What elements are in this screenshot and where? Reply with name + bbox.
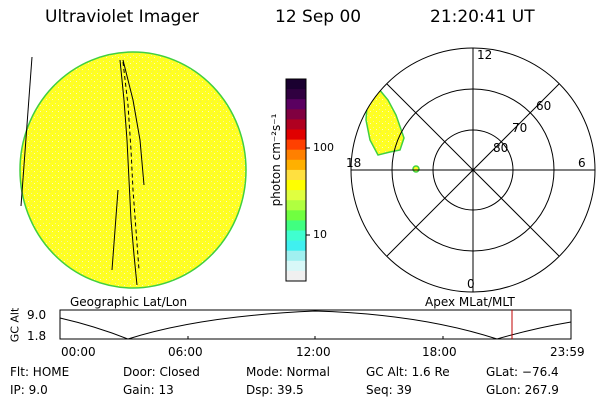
colorbar-tick-100: 100	[313, 141, 334, 154]
coastline-lower	[111, 189, 119, 271]
info-ip: IP: 9.0	[10, 383, 48, 397]
apex-label: Apex MLat/MLT	[425, 295, 515, 309]
info-glon: GLon: 267.9	[486, 383, 559, 397]
colorbar-band	[286, 230, 306, 242]
mlt-label-0: 0	[467, 277, 475, 291]
colorbar-band	[286, 99, 306, 110]
colorbar-band	[286, 129, 306, 141]
time-tick-1800: 18:00	[422, 345, 457, 359]
info-gcalt: GC Alt: 1.6 Re	[366, 365, 450, 379]
auroral-dot	[412, 165, 420, 173]
time-tick-1200: 12:00	[296, 345, 331, 359]
colorbar-band	[286, 210, 306, 221]
colorbar-band	[286, 270, 306, 282]
colorbar-band	[286, 200, 306, 211]
altitude-ymax: 9.0	[27, 308, 47, 322]
time-tick-0000: 00:00	[61, 345, 96, 359]
colorbar-band	[286, 220, 306, 231]
altitude-plot	[59, 309, 572, 340]
colorbar-unit-label: photon cm⁻²s⁻¹	[269, 113, 283, 207]
mlt-label-18: 18	[346, 156, 362, 170]
date-label: 12 Sep 00	[275, 7, 362, 27]
colorbar-band	[286, 109, 306, 120]
colorbar-band	[286, 169, 306, 181]
auroral-patch	[365, 87, 405, 156]
lat-label-60: 60	[536, 99, 552, 113]
coastline-left	[20, 56, 33, 207]
colorbar-band	[286, 190, 306, 201]
colorbar-band	[286, 139, 306, 151]
colorbar-band	[286, 119, 306, 130]
coastline-mid	[119, 59, 138, 286]
colorbar-band	[286, 149, 306, 161]
colorbar-band	[286, 89, 306, 100]
info-flt: Flt: HOME	[10, 365, 70, 379]
colorbar-band	[286, 240, 306, 252]
colorbar-tick-10: 10	[313, 228, 327, 241]
colorbar-band	[286, 250, 306, 262]
colorbar-band	[286, 159, 306, 171]
earth-image-disk	[19, 51, 247, 289]
colorbar-band	[286, 260, 306, 272]
lat-label-80: 80	[493, 141, 509, 155]
altitude-curve	[59, 310, 572, 340]
altitude-axis-label: GC Alt	[8, 307, 22, 343]
time-label: 21:20:41 UT	[430, 7, 535, 27]
altitude-ymin: 1.8	[27, 329, 47, 343]
info-glat: GLat: −76.4	[486, 365, 559, 379]
instrument-title: Ultraviolet Imager	[45, 7, 199, 27]
colorbar	[285, 78, 310, 282]
info-gain: Gain: 13	[123, 383, 174, 397]
polar-plot	[350, 47, 596, 293]
info-seq: Seq: 39	[366, 383, 412, 397]
mlt-label-12: 12	[477, 48, 493, 62]
info-mode: Mode: Normal	[246, 365, 330, 379]
colorbar-band	[286, 180, 306, 191]
info-dsp: Dsp: 39.5	[246, 383, 304, 397]
lat-label-70: 70	[512, 121, 528, 135]
time-tick-0600: 06:00	[168, 345, 203, 359]
colorbar-band	[286, 79, 306, 90]
mlt-label-6: 6	[578, 156, 586, 170]
time-tick-2359: 23:59	[550, 345, 585, 359]
info-door: Door: Closed	[123, 365, 200, 379]
coastline-mid2	[122, 61, 140, 271]
geographic-label: Geographic Lat/Lon	[70, 295, 188, 309]
coastline-right	[122, 59, 145, 186]
